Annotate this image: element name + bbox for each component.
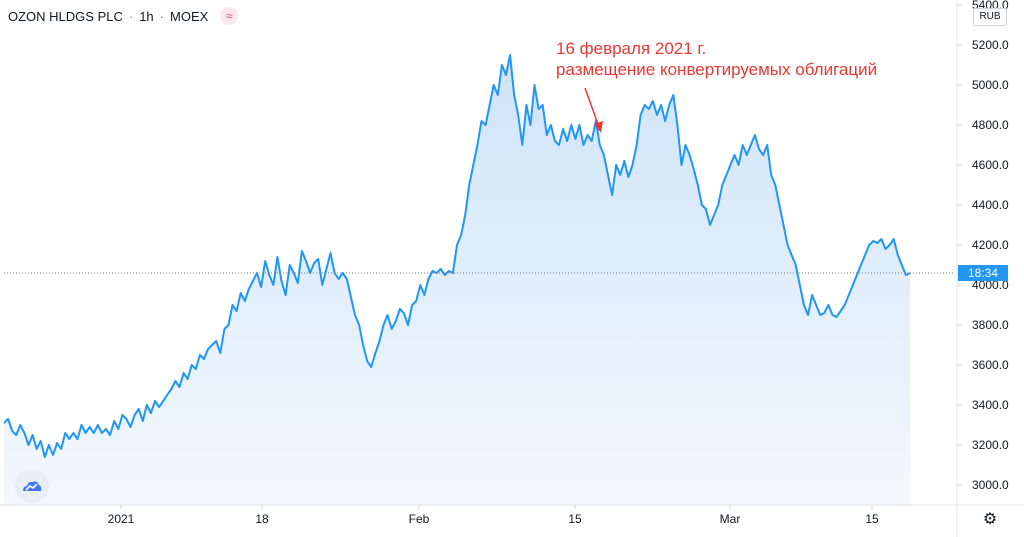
x-tick-label: 18 <box>255 512 269 526</box>
annotation-arrow <box>584 87 600 128</box>
tradingview-cloud-icon[interactable] <box>15 469 49 503</box>
annotation-text: 16 февраля 2021 г. размещение конвертиру… <box>556 38 877 80</box>
y-tick-label: 5200.0 <box>972 38 1009 52</box>
gear-icon[interactable]: ⚙ <box>982 511 998 528</box>
annotation-line-2: размещение конвертируемых облигаций <box>556 60 878 79</box>
y-tick-label: 3800.0 <box>972 318 1009 332</box>
separator: · <box>128 8 134 24</box>
exchange-label: MOEX <box>170 8 209 24</box>
wave-icon[interactable]: ≈ <box>220 7 239 25</box>
price-line <box>3 54 911 458</box>
y-tick-label: 3000.0 <box>972 478 1009 492</box>
last-price-label: 18:34 <box>958 265 1008 281</box>
y-tick-label: 4000.0 <box>972 278 1009 292</box>
y-tick-label: 3400.0 <box>972 398 1009 412</box>
symbol-name: OZON HLDGS PLC <box>8 8 123 24</box>
time-axis: 2021 18 Feb 15 Mar 15 <box>108 505 879 526</box>
y-tick-label: 3600.0 <box>972 358 1009 372</box>
currency-button[interactable]: RUB <box>973 8 1007 26</box>
y-tick-label: 5000.0 <box>972 78 1009 92</box>
separator: · <box>159 8 165 24</box>
y-tick-label: 3200.0 <box>972 438 1009 452</box>
x-tick-label: 15 <box>568 512 582 526</box>
symbol-header[interactable]: OZON HLDGS PLC · 1h · MOEX ≈ <box>8 7 239 25</box>
x-tick-label: 15 <box>865 512 879 526</box>
x-tick-label: Feb <box>409 512 430 526</box>
interval-label[interactable]: 1h <box>139 8 154 24</box>
annotation-line-1: 16 февраля 2021 г. <box>556 39 707 58</box>
x-tick-label: Mar <box>720 512 741 526</box>
y-tick-label: 4600.0 <box>972 158 1009 172</box>
y-tick-label: 4800.0 <box>972 118 1009 132</box>
price-area <box>4 55 910 505</box>
annotation-arrow-head <box>594 121 603 133</box>
y-tick-label: 4400.0 <box>972 198 1009 212</box>
price-axis: 3000.0 3200.0 3400.0 3600.0 3800.0 4000.0 4200… <box>957 0 1009 492</box>
x-tick-label: 2021 <box>108 512 135 526</box>
y-tick-label: 4200.0 <box>972 238 1009 252</box>
